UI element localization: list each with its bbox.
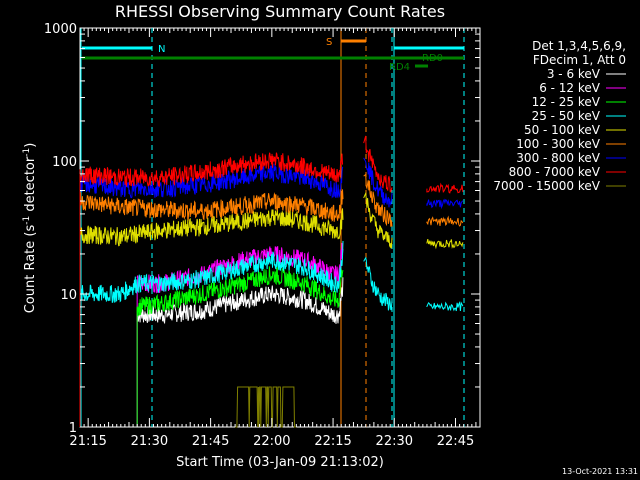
series-line <box>79 240 344 303</box>
series-line <box>235 386 297 428</box>
legend-item-label: 25 - 50 keV <box>532 109 601 123</box>
chart-title: RHESSI Observing Summary Count Rates <box>115 2 445 21</box>
y-axis-ticks: 1 10 100 1000 <box>44 22 480 436</box>
flag-label-n: N <box>158 44 165 55</box>
x-axis-ticks: 21:15 21:30 21:45 22:00 22:15 22:30 22:45 <box>69 28 481 449</box>
x-tick-label: 22:00 <box>253 434 290 449</box>
x-tick-label: 22:45 <box>437 434 474 449</box>
legend-item-label: 12 - 25 keV <box>532 95 601 109</box>
overlay-lines <box>80 28 465 427</box>
series-line-late <box>426 182 464 194</box>
flag-label-rd0: RD0 <box>422 53 443 64</box>
series-8 <box>235 386 297 428</box>
legend-item-label: 3 - 6 keV <box>547 67 601 81</box>
x-tick-label: 22:30 <box>376 434 413 449</box>
series-line-late <box>426 215 464 227</box>
series-line-late <box>426 301 464 312</box>
series-line <box>79 152 344 187</box>
legend-item: 300 - 800 keV <box>516 151 626 165</box>
series-line <box>80 208 344 247</box>
series-line-post-gap <box>363 173 393 227</box>
series-line <box>136 277 344 325</box>
legend-item: 25 - 50 keV <box>532 109 626 123</box>
flag-label-s: S <box>326 37 332 48</box>
flags-layer: N S RD0 RD4 <box>82 37 464 73</box>
x-tick-label: 21:15 <box>69 434 106 449</box>
series-line-post-gap <box>363 135 393 193</box>
series-line-post-gap <box>363 256 393 311</box>
legend-item-label: 7000 - 15000 keV <box>493 179 600 193</box>
series-layer <box>79 135 464 428</box>
x-tick-label: 21:30 <box>131 434 168 449</box>
plot-frame <box>79 27 481 428</box>
series-line <box>79 163 344 199</box>
x-axis-label: Start Time (03-Jan-09 21:13:02) <box>176 455 384 470</box>
series-line <box>79 189 344 222</box>
legend-header-line-1: Det 1,3,4,5,6,9, <box>532 39 626 53</box>
series-0 <box>136 277 344 427</box>
legend-item: 100 - 300 keV <box>516 137 626 151</box>
legend-item: 3 - 6 keV <box>547 67 626 81</box>
legend-item-label: 6 - 12 keV <box>539 81 601 95</box>
flag-label-rd4: RD4 <box>389 62 410 73</box>
y-tick-label: 1 <box>69 421 77 436</box>
legend-header-line-2: FDecim 1, Att 0 <box>533 53 626 67</box>
legend-item-label: 800 - 7000 keV <box>509 165 601 179</box>
legend-item-label: 300 - 800 keV <box>516 151 600 165</box>
series-2 <box>136 266 344 427</box>
y-axis-label: Count Rate (s-1 detector-1) <box>22 143 38 314</box>
x-tick-label: 22:15 <box>314 434 351 449</box>
legend: Det 1,3,4,5,6,9, FDecim 1, Att 0 3 - 6 k… <box>493 39 626 193</box>
legend-item: 7000 - 15000 keV <box>493 179 626 193</box>
series-line-late <box>426 238 464 250</box>
legend-item-label: 50 - 100 keV <box>524 123 601 137</box>
y-tick-label: 1000 <box>44 22 77 37</box>
series-line-late <box>426 198 464 210</box>
legend-item: 800 - 7000 keV <box>509 165 626 179</box>
legend-item-label: 100 - 300 keV <box>516 137 600 151</box>
series-line <box>136 266 344 316</box>
y-tick-label: 100 <box>52 155 77 170</box>
legend-item: 12 - 25 keV <box>532 95 626 109</box>
series-line-post-gap <box>363 157 393 208</box>
legend-item: 6 - 12 keV <box>539 81 626 95</box>
legend-item: 50 - 100 keV <box>524 123 626 137</box>
y-tick-label: 10 <box>60 288 77 303</box>
series-line-post-gap <box>363 191 393 249</box>
x-tick-label: 21:45 <box>192 434 229 449</box>
timestamp-stamp: 13-Oct-2021 13:31 <box>562 467 638 476</box>
